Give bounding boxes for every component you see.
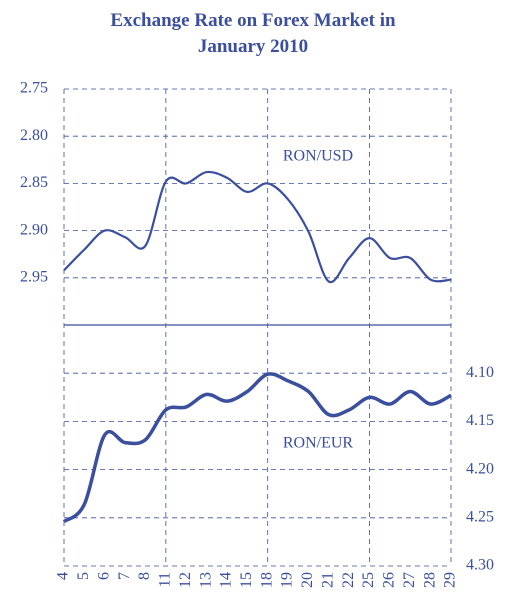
x-tick-label: 8 — [136, 572, 153, 580]
x-tick-label: 28 — [421, 572, 438, 588]
x-tick-label: 29 — [442, 572, 459, 588]
x-tick-label: 7 — [116, 572, 133, 580]
x-tick-label: 14 — [218, 572, 235, 588]
chart-title: Exchange Rate on Forex Market in January… — [110, 10, 396, 57]
x-tick-label: 13 — [197, 572, 214, 588]
x-tick-label: 27 — [401, 572, 418, 588]
y-tick-label: 2.95 — [20, 268, 48, 285]
x-tick-label: 20 — [299, 572, 316, 588]
y-tick-label: 2.90 — [20, 221, 48, 238]
x-tick-label: 5 — [75, 572, 92, 580]
x-tick-label: 18 — [258, 572, 275, 588]
x-tick-label: 12 — [177, 572, 194, 588]
x-tick-label: 21 — [319, 572, 336, 588]
x-tick-label: 22 — [340, 572, 357, 588]
line-series — [63, 170, 452, 284]
series-label: RON/USD — [283, 148, 353, 165]
x-tick-label: 6 — [95, 572, 112, 580]
y-tick-label: 4.25 — [466, 508, 494, 525]
y-tick-label: 4.20 — [466, 460, 494, 477]
y-tick-label: 2.85 — [20, 174, 48, 191]
line-series — [62, 372, 452, 524]
y-tick-label: 4.10 — [466, 364, 494, 381]
x-tick-label: 25 — [360, 572, 377, 588]
y-tick-label: 2.80 — [20, 127, 48, 144]
y-tick-label: 4.30 — [466, 557, 494, 574]
x-tick-label: 15 — [238, 572, 255, 588]
y-tick-label: 2.75 — [20, 80, 48, 97]
y-tick-label: 4.15 — [466, 412, 494, 429]
x-tick-label: 11 — [157, 572, 174, 587]
series-label: RON/EUR — [283, 435, 354, 452]
x-tick-label: 19 — [279, 572, 296, 588]
x-tick-label: 26 — [381, 572, 398, 588]
x-tick-label: 4 — [55, 572, 72, 580]
